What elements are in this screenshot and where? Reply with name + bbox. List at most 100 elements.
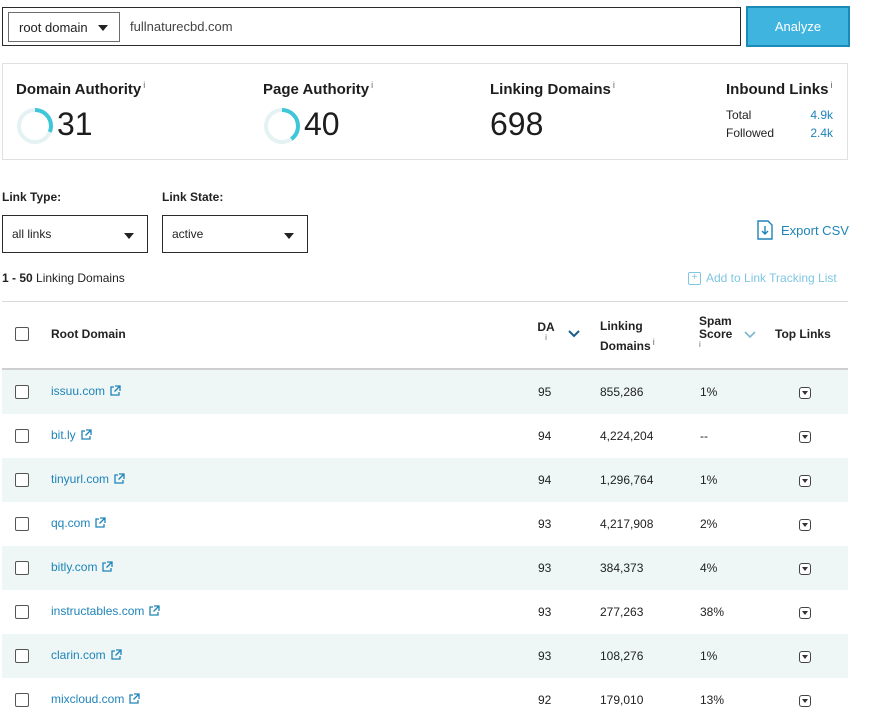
info-icon[interactable]: i bbox=[830, 80, 833, 90]
top-links-expand-button[interactable] bbox=[799, 475, 811, 487]
chevron-down-icon bbox=[802, 435, 808, 439]
top-links-expand-button[interactable] bbox=[799, 607, 811, 619]
header-linking-domains[interactable]: Linking Domains i bbox=[600, 320, 655, 353]
da-value: 93 bbox=[538, 517, 552, 531]
chevron-down-icon bbox=[802, 655, 808, 659]
link-type-select[interactable]: all links bbox=[2, 215, 148, 253]
row-checkbox[interactable] bbox=[15, 385, 29, 399]
info-icon[interactable]: i bbox=[652, 337, 655, 347]
export-csv-button[interactable]: Export CSV bbox=[757, 220, 849, 240]
linking-domains-value: 277,263 bbox=[600, 605, 644, 619]
root-domain-link[interactable]: mixcloud.com bbox=[51, 692, 141, 706]
results-range: 1 - 50 bbox=[2, 271, 33, 285]
row-checkbox[interactable] bbox=[15, 429, 29, 443]
top-links-expand-button[interactable] bbox=[799, 695, 811, 707]
root-domain-link[interactable]: tinyurl.com bbox=[51, 472, 125, 486]
info-icon[interactable]: i bbox=[371, 80, 374, 90]
top-links-expand-button[interactable] bbox=[799, 387, 811, 399]
linking-domains-label: Linking Domains i bbox=[490, 80, 615, 98]
external-link-icon[interactable] bbox=[80, 429, 92, 441]
table-row: tinyurl.com 94 1,296,764 1% bbox=[2, 458, 848, 502]
root-domain-link[interactable]: issuu.com bbox=[51, 384, 121, 398]
inbound-total-value[interactable]: 4.9k bbox=[810, 108, 833, 122]
spam-score-value: -- bbox=[700, 429, 708, 443]
search-bar: root domain fullnaturecbd.com bbox=[2, 7, 741, 46]
page-authority-label-text: Page Authority bbox=[263, 81, 370, 98]
top-links-expand-button[interactable] bbox=[799, 651, 811, 663]
table-row: issuu.com 95 855,286 1% bbox=[2, 370, 848, 414]
inbound-followed-label: Followed bbox=[726, 126, 775, 140]
row-checkbox[interactable] bbox=[15, 561, 29, 575]
top-links-expand-button[interactable] bbox=[799, 563, 811, 575]
external-link-icon[interactable] bbox=[110, 649, 122, 661]
table-row: instructables.com 93 277,263 38% bbox=[2, 590, 848, 634]
external-link-icon[interactable] bbox=[148, 605, 161, 617]
inbound-total-label: Total bbox=[726, 108, 752, 122]
row-checkbox[interactable] bbox=[15, 605, 29, 619]
page-authority-value: 40 bbox=[304, 106, 340, 142]
link-type-value: all links bbox=[12, 227, 52, 241]
add-to-link-tracking-button[interactable]: + Add to Link Tracking List bbox=[688, 271, 837, 285]
inbound-links-label: Inbound Links i bbox=[726, 80, 833, 98]
table-row: qq.com 93 4,217,908 2% bbox=[2, 502, 848, 546]
root-domain-text: bit.ly bbox=[51, 428, 76, 442]
inbound-followed-value[interactable]: 2.4k bbox=[810, 126, 833, 140]
header-root-domain[interactable]: Root Domain bbox=[51, 327, 126, 341]
header-linking-line1: Linking bbox=[600, 319, 643, 333]
spam-score-value: 1% bbox=[700, 473, 718, 487]
linking-domains-value: 384,373 bbox=[600, 561, 644, 575]
row-checkbox[interactable] bbox=[15, 693, 29, 707]
info-icon[interactable]: i bbox=[545, 333, 547, 342]
row-checkbox[interactable] bbox=[15, 517, 29, 531]
root-domain-link[interactable]: bitly.com bbox=[51, 560, 114, 574]
sort-chevron-icon[interactable] bbox=[744, 331, 756, 339]
info-icon[interactable]: i bbox=[699, 340, 701, 349]
top-links-expand-button[interactable] bbox=[799, 431, 811, 443]
linking-domains-value: 108,276 bbox=[600, 649, 644, 663]
page-authority-label: Page Authority i bbox=[263, 80, 373, 98]
external-link-icon[interactable] bbox=[113, 473, 125, 485]
info-icon[interactable]: i bbox=[612, 80, 615, 90]
linking-domains-value: 179,010 bbox=[600, 693, 644, 707]
header-spam-score[interactable]: Spam Score i bbox=[699, 315, 732, 349]
row-checkbox[interactable] bbox=[15, 649, 29, 663]
chevron-down-icon bbox=[98, 25, 108, 31]
sort-chevron-icon[interactable] bbox=[568, 330, 580, 338]
external-link-icon[interactable] bbox=[101, 561, 114, 573]
external-link-icon[interactable] bbox=[94, 517, 107, 529]
root-domain-text: qq.com bbox=[51, 516, 91, 530]
scope-select[interactable]: root domain bbox=[8, 12, 120, 42]
da-value: 93 bbox=[538, 561, 552, 575]
header-da[interactable]: DA i bbox=[537, 321, 555, 342]
search-input[interactable]: fullnaturecbd.com bbox=[130, 19, 233, 34]
chevron-down-icon bbox=[802, 523, 808, 527]
root-domain-link[interactable]: instructables.com bbox=[51, 604, 161, 618]
linking-domains-value: 4,224,204 bbox=[600, 429, 654, 443]
external-link-icon[interactable] bbox=[109, 385, 121, 397]
export-csv-label: Export CSV bbox=[781, 222, 849, 238]
analyze-button[interactable]: Analyze bbox=[746, 6, 850, 47]
root-domain-link[interactable]: bit.ly bbox=[51, 428, 92, 442]
table-header-divider bbox=[2, 368, 848, 370]
root-domain-link[interactable]: clarin.com bbox=[51, 648, 122, 662]
header-linking-line2: Domains bbox=[600, 339, 651, 353]
table-divider bbox=[2, 301, 848, 302]
table-row: clarin.com 93 108,276 1% bbox=[2, 634, 848, 678]
row-checkbox[interactable] bbox=[15, 473, 29, 487]
add-to-link-tracking-label: Add to Link Tracking List bbox=[706, 271, 837, 285]
top-links-expand-button[interactable] bbox=[799, 519, 811, 531]
da-value: 94 bbox=[538, 429, 552, 443]
linking-domains-value: 698 bbox=[490, 106, 544, 142]
results-count: 1 - 50 Linking Domains bbox=[2, 271, 125, 285]
link-state-label: Link State: bbox=[162, 190, 224, 204]
link-state-select[interactable]: active bbox=[162, 215, 308, 253]
select-all-checkbox[interactable] bbox=[15, 327, 29, 341]
external-link-icon[interactable] bbox=[128, 693, 141, 705]
link-state-value: active bbox=[172, 227, 204, 241]
header-spam-line2: Score bbox=[699, 327, 733, 341]
linking-domains-value: 4,217,908 bbox=[600, 517, 654, 531]
domain-authority-ring bbox=[17, 108, 53, 144]
info-icon[interactable]: i bbox=[143, 80, 146, 90]
scope-select-value: root domain bbox=[19, 19, 88, 35]
root-domain-link[interactable]: qq.com bbox=[51, 516, 107, 530]
